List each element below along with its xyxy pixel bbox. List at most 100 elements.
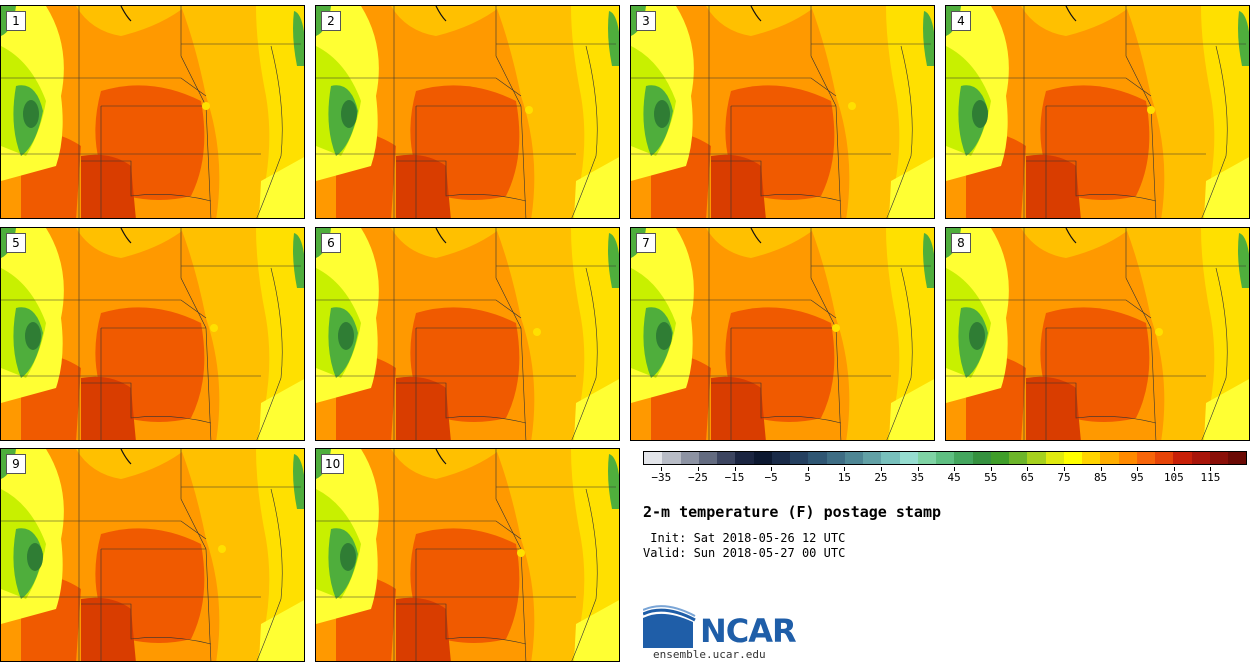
ensemble-member-panel-5: 5: [0, 227, 305, 441]
river-line: [435, 449, 447, 465]
cool-region: [574, 600, 619, 661]
local-hot-spot: [218, 545, 226, 553]
member-number-label: 9: [6, 454, 26, 474]
colorbar-tick-mark: [954, 467, 956, 471]
colorbar-tick-label: 25: [874, 471, 888, 484]
river-line: [750, 6, 762, 22]
colorbar-swatch: [863, 452, 882, 464]
colorbar-tick-label: 85: [1093, 471, 1108, 484]
mountain-dark-green-region: [338, 322, 354, 350]
temperature-map: [946, 6, 1249, 218]
river-line: [750, 228, 762, 244]
cool-region: [259, 600, 304, 661]
member-number-label: 1: [6, 11, 26, 31]
colorbar-swatch: [881, 452, 900, 464]
colorbar-swatch: [844, 452, 863, 464]
cool-region: [574, 157, 619, 218]
state-border: [81, 160, 212, 202]
colorbar-swatch: [917, 452, 936, 464]
temperature-colorbar: [643, 451, 1247, 465]
colorbar-tick-mark: [1027, 467, 1029, 471]
colorbar-tick-label: 105: [1163, 471, 1184, 484]
colorbar-tick-mark: [1063, 467, 1065, 471]
state-border: [711, 382, 842, 424]
colorbar-tick-label: −25: [687, 471, 708, 484]
colorbar-swatch: [1027, 452, 1046, 464]
local-hot-spot: [848, 102, 856, 110]
mountain-dark-green-region: [340, 543, 356, 571]
state-border: [316, 299, 522, 319]
state-border: [1, 520, 207, 540]
river-line: [120, 6, 132, 22]
mountain-dark-green-region: [972, 100, 988, 128]
temperature-map: [316, 228, 619, 440]
state-border: [1026, 382, 1157, 424]
very-hot-region: [396, 154, 451, 218]
member-number-label: 4: [951, 11, 971, 31]
website-url[interactable]: ensemble.ucar.edu: [653, 648, 766, 661]
temperature-map: [1, 449, 304, 661]
very-hot-region: [81, 376, 136, 440]
east-green-patch: [1238, 233, 1249, 288]
colorbar-swatch: [1045, 452, 1064, 464]
very-hot-region: [81, 154, 136, 218]
colorbar-swatch: [1100, 452, 1119, 464]
init-time: Init: Sat 2018-05-26 12 UTC: [643, 531, 846, 545]
cool-region: [1204, 157, 1249, 218]
colorbar-swatch: [1155, 452, 1174, 464]
ensemble-member-panel-10: 10: [315, 448, 620, 662]
mountain-dark-green-region: [656, 322, 672, 350]
river-line: [120, 449, 132, 465]
very-hot-region: [1026, 154, 1081, 218]
colorbar-swatch: [735, 452, 754, 464]
colorbar-swatch: [1191, 452, 1210, 464]
local-hot-spot: [832, 324, 840, 332]
state-border: [1, 299, 207, 319]
colorbar-tick-mark: [990, 467, 992, 471]
local-hot-spot: [533, 328, 541, 336]
colorbar-swatch: [771, 452, 790, 464]
very-hot-region: [711, 154, 766, 218]
local-hot-spot: [202, 102, 210, 110]
colorbar-tick-label: −35: [651, 471, 672, 484]
east-green-patch: [1238, 11, 1249, 66]
temperature-map: [1, 6, 304, 218]
very-hot-region: [1026, 376, 1081, 440]
cool-region: [889, 157, 934, 218]
member-number-label: 8: [951, 233, 971, 253]
state-border: [631, 77, 837, 97]
colorbar-tick-mark: [880, 467, 882, 471]
member-number-label: 10: [321, 454, 345, 474]
colorbar-tick-mark: [697, 467, 699, 471]
temperature-map: [316, 6, 619, 218]
colorbar-swatch: [680, 452, 699, 464]
colorbar-tick-mark: [844, 467, 846, 471]
river-line: [1065, 6, 1077, 22]
local-hot-spot: [517, 549, 525, 557]
east-green-patch: [293, 454, 304, 509]
very-hot-region: [711, 376, 766, 440]
state-border: [316, 520, 522, 540]
local-hot-spot: [525, 106, 533, 114]
ncar-logo-icon: [643, 605, 696, 648]
chart-title: 2-m temperature (F) postage stamp: [643, 503, 942, 521]
very-hot-region: [81, 597, 136, 661]
east-green-patch: [608, 454, 619, 509]
colorbar-swatch: [954, 452, 973, 464]
local-hot-spot: [1147, 106, 1155, 114]
colorbar-tick-mark: [1210, 467, 1212, 471]
ensemble-member-panel-9: 9: [0, 448, 305, 662]
state-border: [256, 488, 283, 661]
state-border: [571, 488, 598, 661]
colorbar-tick-label: 35: [910, 471, 925, 484]
colorbar-tick-mark: [1137, 467, 1139, 471]
state-border: [396, 382, 527, 424]
colorbar-tick-label: 115: [1200, 471, 1221, 484]
state-border: [711, 160, 842, 202]
very-hot-region: [396, 597, 451, 661]
very-hot-region: [396, 376, 451, 440]
colorbar-tick-label: −15: [724, 471, 745, 484]
mountain-dark-green-region: [341, 100, 357, 128]
east-green-patch: [608, 233, 619, 288]
member-number-label: 7: [636, 233, 656, 253]
